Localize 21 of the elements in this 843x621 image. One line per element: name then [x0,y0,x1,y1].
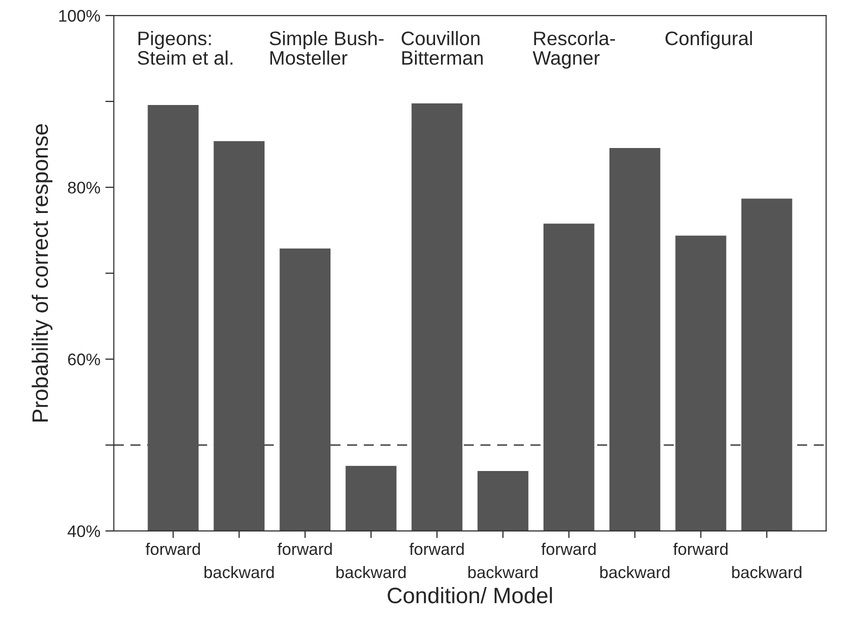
x-tick-label: backward [600,566,670,578]
annotation: Couvillon Bitterman [402,30,483,65]
y-axis-title: Probability of correct response [32,124,52,422]
x-tick-label: forward [409,542,464,556]
y-tick-label: 80% [68,182,100,194]
y-tick-label: 60% [68,354,100,366]
x-tick-label: forward [673,542,728,556]
annotation: Rescorla- Wagner [532,30,615,69]
x-tick-label: forward [146,542,200,556]
x-axis-title: Condition/ Model [388,587,552,604]
annotation: Simple Bush- Mosteller [270,30,384,65]
annotation: Pigeons: Steim et al. [138,30,232,65]
y-tick-label: 100% [59,10,100,22]
x-tick-label: forward [541,542,596,556]
x-tick-label: forward [278,542,332,556]
y-tick-label: 40% [68,525,100,538]
annotation: Configural [666,30,752,50]
x-tick-label: backward [336,566,406,578]
x-tick-label: backward [204,566,274,578]
x-tick-label: backward [732,566,802,578]
x-tick-label: backward [468,566,538,578]
